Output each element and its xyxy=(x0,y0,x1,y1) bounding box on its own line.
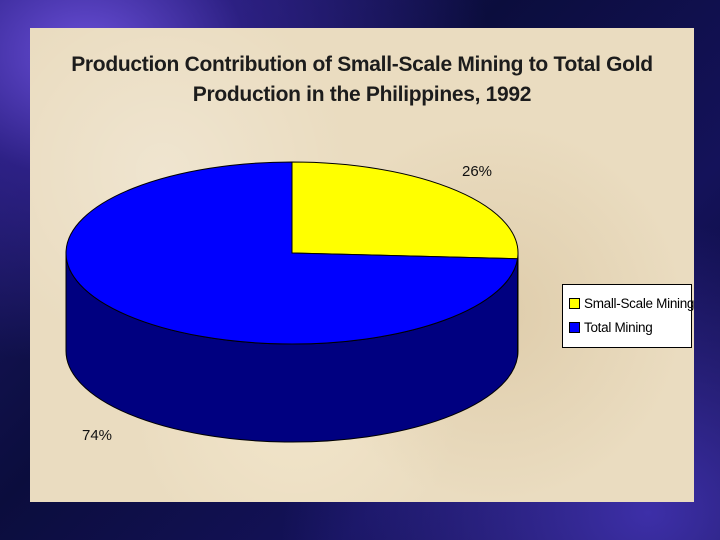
pie-slice-1 xyxy=(65,161,519,345)
chart-legend: Small-Scale Mining Total Mining xyxy=(562,284,694,348)
pie-slice-0 xyxy=(291,161,519,260)
pie-chart: 26% 74% xyxy=(65,161,519,444)
legend-swatch-small-scale xyxy=(569,297,580,309)
legend-label-total: Total Mining xyxy=(584,319,653,335)
legend-label-small-scale: Small-Scale Mining xyxy=(584,295,695,311)
chart-slide: Production Contribution of Small-Scale M… xyxy=(30,28,694,502)
slice-label-small-scale: 26% xyxy=(462,163,492,180)
legend-item-small-scale: Small-Scale Mining xyxy=(569,291,694,315)
chart-title-line-1: Production Contribution of Small-Scale M… xyxy=(71,53,653,76)
chart-title-line-2: Production in the Philippines, 1992 xyxy=(192,83,532,106)
legend-swatch-total xyxy=(569,321,580,333)
chart-title: Production Contribution of Small-Scale M… xyxy=(30,50,694,110)
legend-item-total: Total Mining xyxy=(569,315,687,339)
slice-label-total: 74% xyxy=(82,427,112,444)
